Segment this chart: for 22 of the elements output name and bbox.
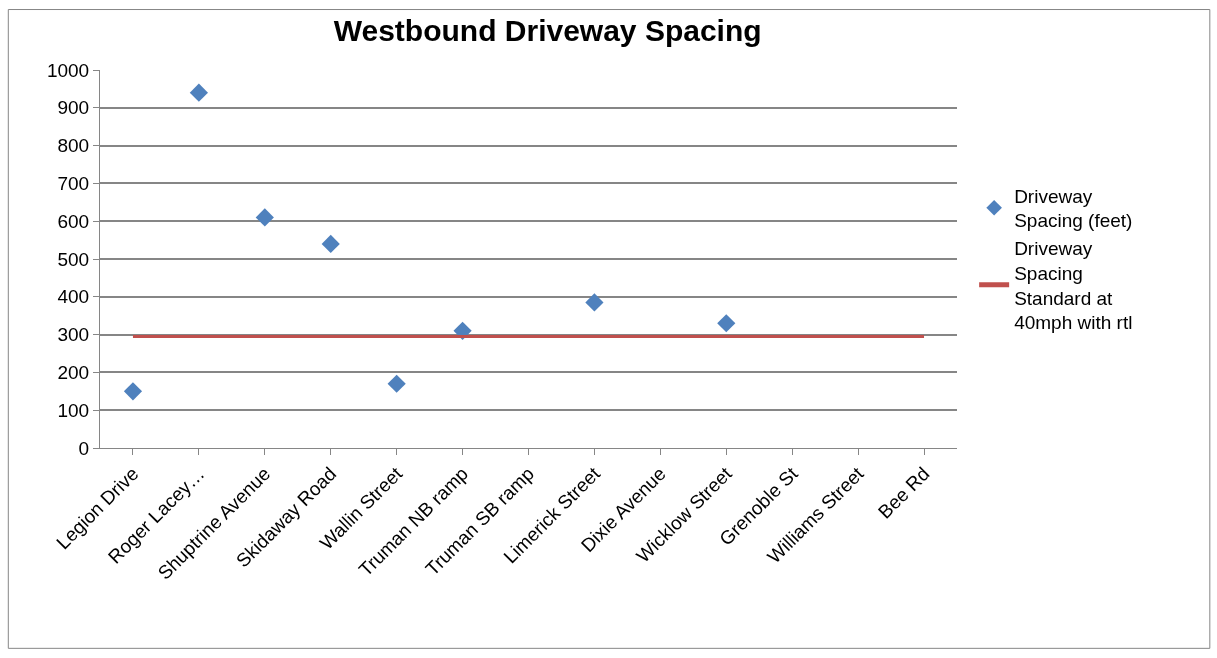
legend-label: Driveway Spacing Standard at 40mph with rtl [1014,238,1133,334]
y-tick-label: 1000 [46,59,90,81]
y-tick-label: 500 [57,248,90,270]
chart-title: Westbound Driveway Spacing [333,13,762,47]
y-tick-label: 400 [57,286,90,308]
y-tick-label: 600 [57,210,90,232]
y-tick-label: 100 [57,399,90,421]
x-tick-label: Bee Rd [873,463,934,523]
point [189,83,208,102]
y-tick-label: 800 [57,135,90,157]
point [387,374,406,393]
point [321,234,340,253]
y-tick-label: 300 [57,324,90,346]
point [717,314,736,333]
y-tick-label: 900 [57,97,90,119]
legend-label: Driveway Spacing (feet) [1014,185,1133,232]
y-tick-label: 200 [57,362,90,384]
point [585,293,604,312]
point [255,208,274,227]
y-tick-label: 700 [57,173,90,195]
y-tick-label: 0 [78,437,90,459]
point [123,382,143,401]
